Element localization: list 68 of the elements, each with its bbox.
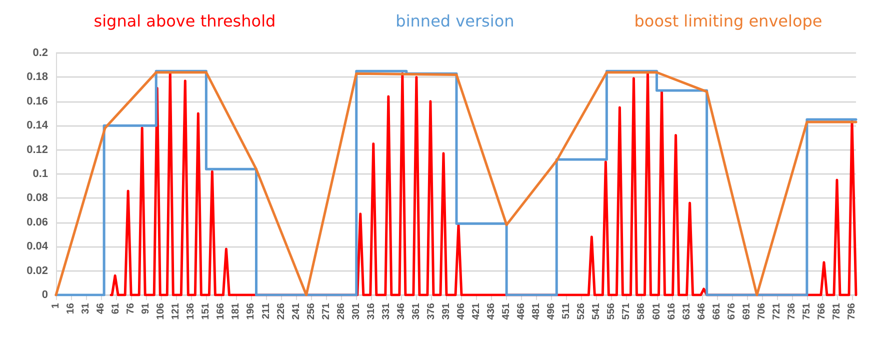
- x-tick-label: 31: [80, 302, 92, 314]
- text: binned version: [396, 12, 514, 30]
- x-tick-label: 646: [696, 302, 708, 320]
- x-tick-label: 76: [126, 302, 137, 314]
- y-tick-label: 0.18: [26, 71, 48, 84]
- x-tick-label: 571: [621, 302, 632, 320]
- x-tick-label: 676: [726, 302, 738, 320]
- x-tick-label: 301: [350, 302, 362, 320]
- x-tick-label: 736: [786, 302, 798, 320]
- x-tick-label: 226: [276, 302, 287, 320]
- y-tick-label: 0.04: [26, 240, 49, 253]
- x-tick-label: 466: [516, 302, 528, 320]
- x-tick-label: 271: [320, 302, 332, 320]
- x-tick-label: 766: [816, 302, 828, 320]
- y-tick-label: 0.14: [26, 120, 49, 132]
- x-tick-label: 316: [366, 302, 377, 320]
- x-tick-label: 691: [741, 302, 752, 320]
- y-tick-label: 0.12: [26, 144, 48, 156]
- x-tick-label: 511: [561, 302, 572, 320]
- y-tick-label: 0.06: [26, 216, 48, 228]
- x-tick-label: 91: [140, 302, 152, 314]
- x-tick-label: 361: [410, 302, 422, 320]
- y-tick-label: 0.1: [32, 168, 48, 180]
- x-tick-label: 406: [456, 302, 468, 320]
- x-tick-label: 796: [846, 302, 858, 320]
- x-tick-label: 106: [156, 302, 167, 320]
- x-tick-label: 256: [306, 302, 317, 320]
- y-tick-label: 0: [42, 289, 48, 301]
- x-tick-label: 1: [50, 302, 62, 309]
- x-tick-label: 781: [831, 302, 842, 320]
- x-tick-label: 601: [651, 302, 662, 320]
- x-tick-label: 286: [336, 302, 347, 320]
- x-tick-label: 661: [711, 302, 722, 320]
- x-tick-label: 556: [606, 302, 618, 320]
- x-tick-label: 391: [440, 302, 452, 320]
- x-tick-label: 136: [186, 302, 197, 320]
- text: signal above threshold: [94, 12, 276, 30]
- x-tick-label: 61: [110, 302, 122, 314]
- x-tick-label: 331: [380, 302, 392, 320]
- text: boost limiting envelope: [634, 12, 822, 30]
- x-tick-label: 376: [426, 302, 437, 320]
- x-tick-label: 481: [531, 302, 542, 320]
- x-tick-label: 151: [200, 302, 212, 320]
- x-tick-label: 196: [246, 302, 257, 320]
- x-tick-label: 211: [260, 302, 272, 320]
- x-tick-label: 496: [546, 302, 558, 320]
- x-tick-label: 541: [591, 302, 602, 320]
- y-tick-label: 0.2: [32, 47, 48, 59]
- y-tick-label: 0.16: [26, 95, 48, 108]
- x-tick-label: 121: [170, 302, 182, 320]
- y-tick-label: 0.02: [26, 264, 48, 277]
- x-tick-label: 451: [501, 302, 512, 320]
- x-tick-label: 16: [66, 302, 77, 314]
- x-tick-label: 436: [486, 302, 498, 320]
- x-tick-label: 241: [290, 302, 302, 320]
- x-tick-label: 616: [666, 302, 678, 320]
- x-tick-label: 631: [681, 302, 692, 320]
- x-tick-label: 181: [230, 302, 242, 320]
- x-tick-label: 526: [576, 302, 588, 320]
- x-tick-label: 166: [216, 302, 227, 320]
- y-tick-label: 0.08: [26, 192, 48, 204]
- x-tick-label: 346: [396, 302, 407, 320]
- x-tick-label: 751: [801, 302, 812, 320]
- x-tick-label: 586: [636, 302, 648, 320]
- x-tick-label: 706: [756, 302, 768, 320]
- x-tick-label: 721: [771, 302, 782, 320]
- x-tick-label: 421: [471, 302, 482, 320]
- x-tick-label: 46: [96, 302, 107, 314]
